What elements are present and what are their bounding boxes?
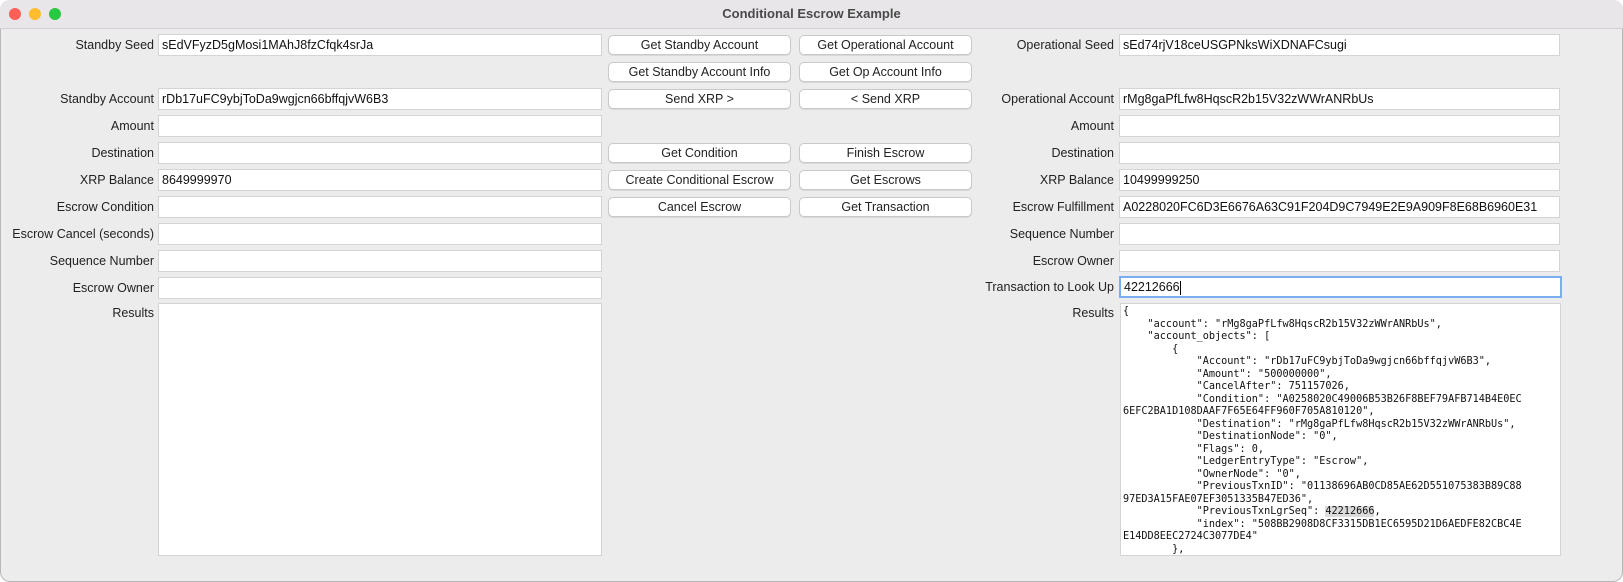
operational-amount-label: Amount <box>1070 119 1114 133</box>
standby-escrow-owner-input[interactable] <box>158 277 602 299</box>
send-xrp-button[interactable]: Send XRP > <box>608 89 791 109</box>
operational-sequence-number-input[interactable] <box>1119 223 1560 245</box>
get-op-account-info-button[interactable]: Get Op Account Info <box>799 62 972 82</box>
get-standby-account-info-button[interactable]: Get Standby Account Info <box>608 62 791 82</box>
standby-results-label: Results <box>112 306 154 320</box>
standby-escrow-condition-label: Escrow Condition <box>56 200 154 214</box>
operational-escrow-owner-label: Escrow Owner <box>1032 254 1114 268</box>
results-json-text: { "account": "rMg8gaPfLfw8HqscR2b15V32zW… <box>1121 304 1560 555</box>
get-condition-button[interactable]: Get Condition <box>608 143 791 163</box>
operational-escrow-owner-input[interactable] <box>1119 250 1560 272</box>
operational-xrp-balance-input[interactable]: 10499999250 <box>1119 169 1560 191</box>
operational-transaction-to-look-up-input[interactable]: 42212666 <box>1119 276 1562 298</box>
text-cursor <box>1179 280 1181 295</box>
operational-operational-account-input[interactable]: rMg8gaPfLfw8HqscR2b15V32zWWrANRbUs <box>1119 88 1560 110</box>
operational-xrp-balance-label: XRP Balance <box>1039 173 1114 187</box>
standby-escrow-cancel-seconds-label: Escrow Cancel (seconds) <box>12 227 154 241</box>
get-operational-account-button[interactable]: Get Operational Account <box>799 35 972 55</box>
standby-standby-account-input[interactable]: rDb17uFC9ybjToDa9wgjcn66bffqjvW6B3 <box>158 88 602 110</box>
operational-operational-seed-input[interactable]: sEd74rjV18ceUSGPNksWiXDNAFCsugi <box>1119 34 1560 56</box>
standby-sequence-number-label: Sequence Number <box>49 254 154 268</box>
operational-operational-account-label: Operational Account <box>1001 92 1114 106</box>
operational-sequence-number-label: Sequence Number <box>1009 227 1114 241</box>
get-transaction-button[interactable]: Get Transaction <box>799 197 972 217</box>
zoom-window-button[interactable] <box>49 8 61 20</box>
operational-escrow-fulfillment-input[interactable]: A0228020FC6D3E6676A63C91F204D9C7949E2E9A… <box>1119 196 1560 218</box>
standby-sequence-number-input[interactable] <box>158 250 602 272</box>
get-escrows-button[interactable]: Get Escrows <box>799 170 972 190</box>
close-window-button[interactable] <box>9 8 21 20</box>
standby-amount-label: Amount <box>110 119 154 133</box>
standby-escrow-owner-label: Escrow Owner <box>72 281 154 295</box>
standby-amount-input[interactable] <box>158 115 602 137</box>
title-bar: Conditional Escrow Example <box>0 0 1623 29</box>
standby-xrp-balance-input[interactable]: 8649999970 <box>158 169 602 191</box>
results-highlight: 42212666 <box>1325 506 1375 517</box>
results-before: { "account": "rMg8gaPfLfw8HqscR2b15V32zW… <box>1123 306 1522 517</box>
standby-results-textarea[interactable] <box>158 303 602 556</box>
operational-transaction-to-look-up-label: Transaction to Look Up <box>985 280 1114 294</box>
operational-operational-seed-label: Operational Seed <box>1016 38 1114 52</box>
standby-escrow-cancel-seconds-input[interactable] <box>158 223 602 245</box>
transaction-input-value: 42212666 <box>1124 280 1180 294</box>
finish-escrow-button[interactable]: Finish Escrow <box>799 143 972 163</box>
results-after: , "index": "508BB2908D8CF3315DB1EC6595D2… <box>1123 506 1522 555</box>
operational-results-textarea[interactable]: { "account": "rMg8gaPfLfw8HqscR2b15V32zW… <box>1120 303 1561 556</box>
standby-standby-seed-label: Standby Seed <box>75 38 154 52</box>
operational-results-label: Results <box>1072 306 1114 320</box>
standby-standby-seed-input[interactable]: sEdVFyzD5gMosi1MAhJ8fzCfqk4srJa <box>158 34 602 56</box>
operational-destination-label: Destination <box>1051 146 1114 160</box>
minimize-window-button[interactable] <box>29 8 41 20</box>
standby-xrp-balance-label: XRP Balance <box>79 173 154 187</box>
operational-destination-input[interactable] <box>1119 142 1560 164</box>
standby-destination-input[interactable] <box>158 142 602 164</box>
standby-escrow-condition-input[interactable] <box>158 196 602 218</box>
standby-destination-label: Destination <box>91 146 154 160</box>
standby-standby-account-label: Standby Account <box>60 92 154 106</box>
create-conditional-escrow-button[interactable]: Create Conditional Escrow <box>608 170 791 190</box>
cancel-escrow-button[interactable]: Cancel Escrow <box>608 197 791 217</box>
window-title: Conditional Escrow Example <box>722 6 901 21</box>
get-standby-account-button[interactable]: Get Standby Account <box>608 35 791 55</box>
send-xrp-button[interactable]: < Send XRP <box>799 89 972 109</box>
operational-amount-input[interactable] <box>1119 115 1560 137</box>
operational-escrow-fulfillment-label: Escrow Fulfillment <box>1012 200 1114 214</box>
